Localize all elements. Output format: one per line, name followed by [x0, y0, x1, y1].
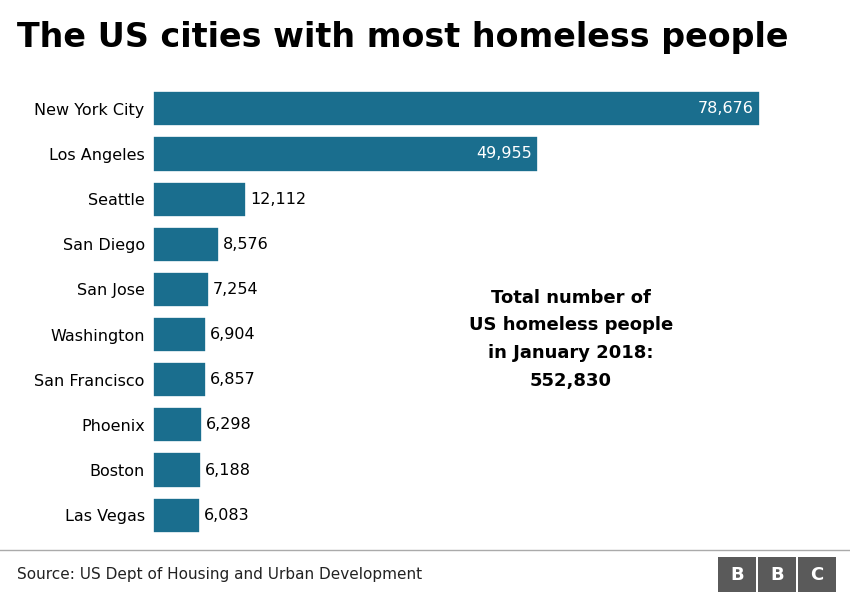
Text: 6,298: 6,298	[206, 418, 251, 433]
Text: 78,676: 78,676	[698, 101, 753, 116]
Text: 6,857: 6,857	[210, 372, 256, 387]
Text: The US cities with most homeless people: The US cities with most homeless people	[17, 21, 789, 54]
Text: Total number of
US homeless people
in January 2018:
552,830: Total number of US homeless people in Ja…	[468, 289, 673, 390]
Bar	[153, 272, 209, 307]
Text: Source: US Dept of Housing and Urban Development: Source: US Dept of Housing and Urban Dev…	[17, 568, 422, 582]
Text: 6,083: 6,083	[204, 508, 249, 523]
Bar	[153, 136, 538, 172]
Bar	[153, 91, 760, 127]
Bar	[153, 317, 207, 352]
Bar	[153, 182, 246, 217]
Text: 7,254: 7,254	[212, 282, 258, 297]
Text: 12,112: 12,112	[250, 191, 306, 206]
Bar	[153, 452, 201, 488]
Text: 6,188: 6,188	[205, 463, 251, 478]
Text: B: B	[770, 566, 784, 584]
Bar	[153, 407, 201, 442]
Text: 6,904: 6,904	[210, 327, 256, 342]
Bar	[153, 227, 219, 262]
Text: 49,955: 49,955	[476, 146, 532, 161]
Text: 8,576: 8,576	[223, 237, 269, 252]
Bar	[153, 497, 200, 533]
Text: B: B	[730, 566, 744, 584]
Text: C: C	[810, 566, 824, 584]
Bar	[153, 362, 206, 397]
